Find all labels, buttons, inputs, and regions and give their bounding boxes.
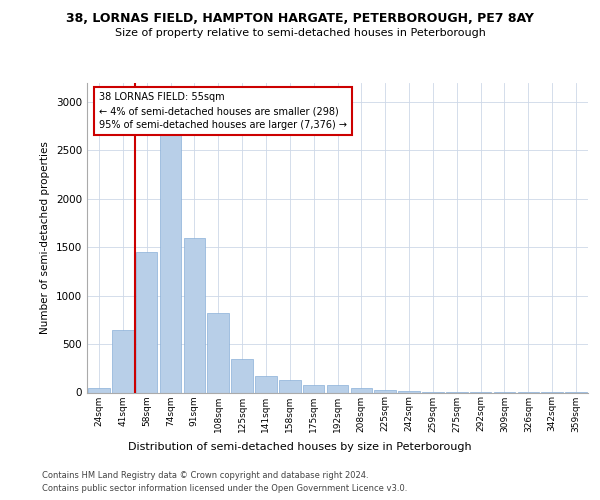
Y-axis label: Number of semi-detached properties: Number of semi-detached properties: [40, 141, 50, 334]
Text: 38, LORNAS FIELD, HAMPTON HARGATE, PETERBOROUGH, PE7 8AY: 38, LORNAS FIELD, HAMPTON HARGATE, PETER…: [66, 12, 534, 26]
Text: Distribution of semi-detached houses by size in Peterborough: Distribution of semi-detached houses by …: [128, 442, 472, 452]
Bar: [184, 238, 205, 392]
Text: Size of property relative to semi-detached houses in Peterborough: Size of property relative to semi-detach…: [115, 28, 485, 38]
Bar: [303, 385, 325, 392]
Bar: [327, 385, 348, 392]
Bar: [279, 380, 301, 392]
Bar: [208, 312, 229, 392]
Bar: [112, 330, 134, 392]
Bar: [136, 252, 157, 392]
Bar: [255, 376, 277, 392]
Bar: [160, 102, 181, 393]
Bar: [232, 358, 253, 392]
Bar: [374, 390, 396, 392]
Bar: [88, 388, 110, 392]
Text: Contains HM Land Registry data © Crown copyright and database right 2024.: Contains HM Land Registry data © Crown c…: [42, 471, 368, 480]
Text: Contains public sector information licensed under the Open Government Licence v3: Contains public sector information licen…: [42, 484, 407, 493]
Bar: [398, 390, 420, 392]
Bar: [350, 388, 372, 392]
Text: 38 LORNAS FIELD: 55sqm
← 4% of semi-detached houses are smaller (298)
95% of sem: 38 LORNAS FIELD: 55sqm ← 4% of semi-deta…: [99, 92, 347, 130]
